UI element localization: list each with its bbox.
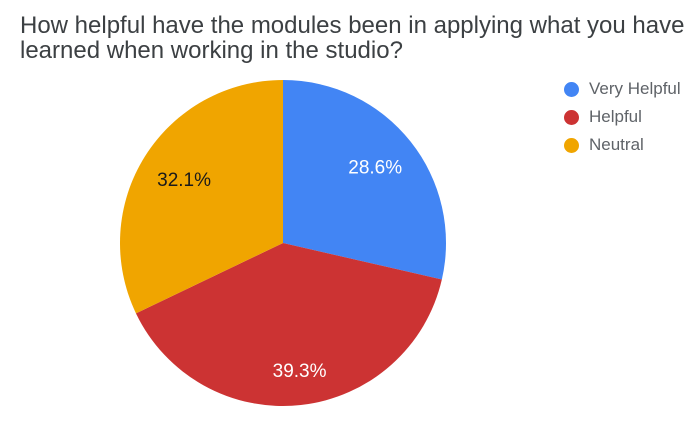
svg-text:32.1%: 32.1% <box>157 170 211 191</box>
svg-text:28.6%: 28.6% <box>348 158 402 179</box>
svg-text:39.3%: 39.3% <box>273 361 327 382</box>
